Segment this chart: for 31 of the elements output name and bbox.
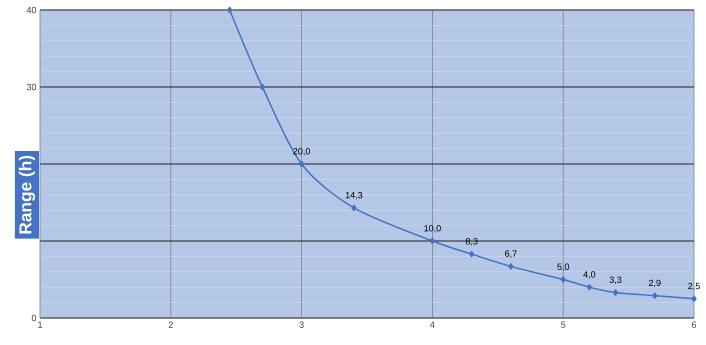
- point: [469, 250, 474, 258]
- data-label: 10,0: [424, 225, 441, 232]
- data-label: 5,0: [557, 264, 570, 271]
- point: [586, 284, 592, 290]
- point: [227, 6, 232, 14]
- point: [351, 204, 357, 212]
- y-tick-label: 0: [32, 314, 36, 322]
- point: [430, 238, 436, 244]
- y-axis-title: Range (h): [18, 156, 36, 234]
- x-tick-label: 1: [38, 322, 42, 328]
- y-tick-label: 40: [26, 6, 36, 14]
- data-label: 6,7: [505, 250, 517, 258]
- point: [691, 296, 697, 302]
- data-label: 2,9: [648, 280, 661, 288]
- data-label: 14,3: [346, 192, 362, 200]
- point: [560, 276, 566, 283]
- point: [508, 263, 514, 270]
- x-tick-label: 4: [430, 322, 435, 328]
- data-label: 2,5: [688, 282, 700, 290]
- y-tick-label: 30: [26, 84, 36, 90]
- data-label: 20,0: [293, 148, 310, 156]
- point: [298, 160, 304, 168]
- data-label: 3,3: [610, 276, 622, 284]
- point: [260, 84, 265, 90]
- point: [652, 292, 658, 299]
- x-tick-label: 6: [692, 322, 696, 328]
- point: [612, 289, 618, 296]
- x-tick-label: 5: [561, 322, 566, 328]
- data-label: 4,0: [583, 271, 596, 279]
- x-tick-label: 2: [168, 322, 173, 328]
- x-tick-label: 3: [299, 322, 304, 328]
